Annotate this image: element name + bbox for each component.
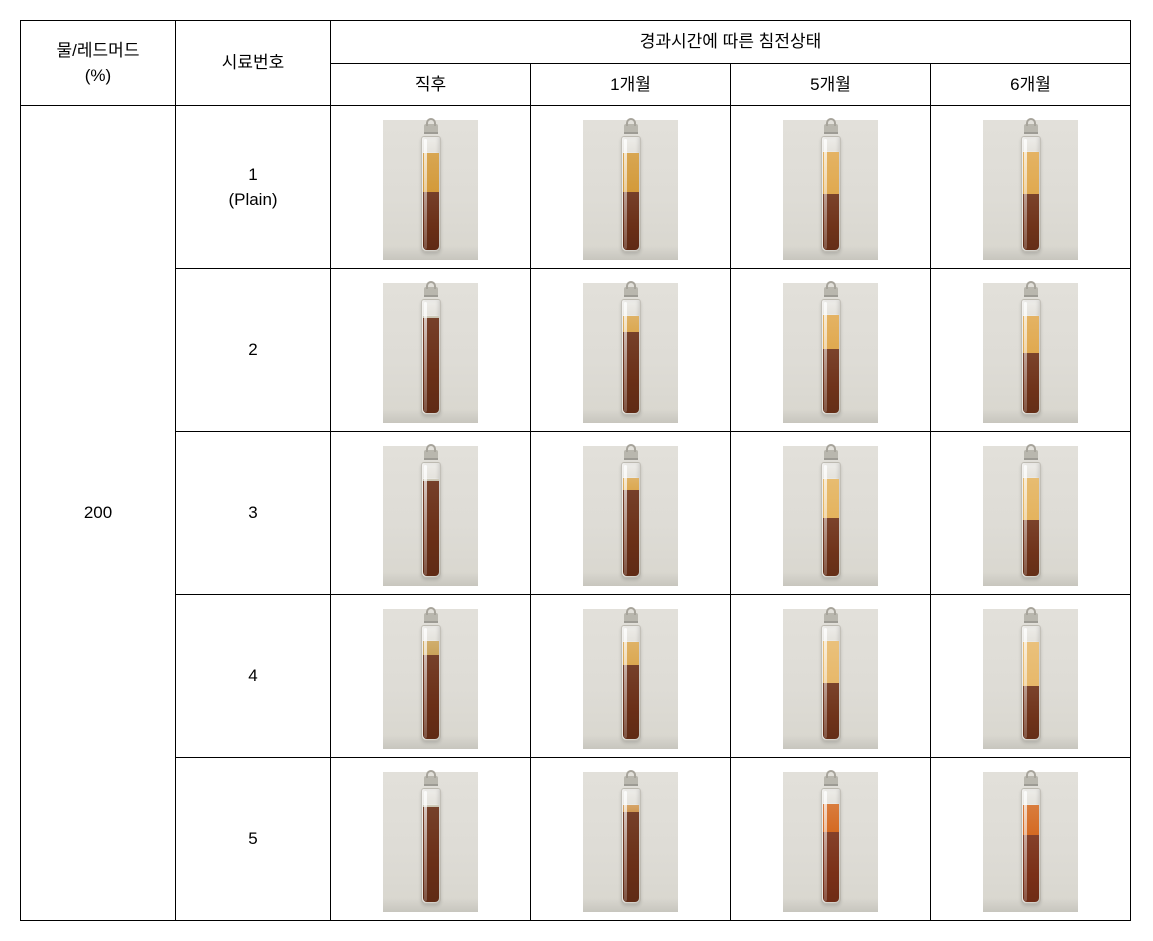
vial-cell	[331, 595, 531, 758]
vial-photo	[383, 283, 478, 423]
vial-cell	[731, 432, 931, 595]
vial-photo	[583, 772, 678, 912]
vial-photo	[383, 120, 478, 260]
table-row: 4	[21, 595, 1131, 758]
vial-cell	[731, 595, 931, 758]
sample-id-cell: 2	[176, 269, 331, 432]
sample-id-cell: 4	[176, 595, 331, 758]
vial-cell	[531, 758, 731, 921]
vial-cell	[931, 432, 1131, 595]
vial-photo	[783, 283, 878, 423]
vial-cell	[931, 269, 1131, 432]
vial-cell	[531, 106, 731, 269]
vial-cell	[331, 106, 531, 269]
vial-photo	[783, 446, 878, 586]
header-time-2: 5개월	[731, 63, 931, 106]
vial-photo	[583, 283, 678, 423]
vial-cell	[731, 106, 931, 269]
table-header: 물/레드머드(%) 시료번호 경과시간에 따른 침전상태 직후 1개월 5개월 …	[21, 21, 1131, 106]
sample-id-cell: 1(Plain)	[176, 106, 331, 269]
header-time-0: 직후	[331, 63, 531, 106]
header-ratio: 물/레드머드(%)	[21, 21, 176, 106]
header-time-1: 1개월	[531, 63, 731, 106]
ratio-cell: 200	[21, 106, 176, 921]
vial-photo	[383, 609, 478, 749]
sample-id-cell: 3	[176, 432, 331, 595]
table-row: 3	[21, 432, 1131, 595]
header-time-3: 6개월	[931, 63, 1131, 106]
table-row: 2	[21, 269, 1131, 432]
table-body: 2001(Plain)2345	[21, 106, 1131, 921]
vial-photo	[783, 120, 878, 260]
vial-cell	[531, 269, 731, 432]
vial-photo	[383, 446, 478, 586]
vial-cell	[931, 595, 1131, 758]
vial-cell	[331, 269, 531, 432]
vial-photo	[583, 446, 678, 586]
header-sample: 시료번호	[176, 21, 331, 106]
vial-cell	[731, 758, 931, 921]
vial-cell	[931, 106, 1131, 269]
vial-cell	[731, 269, 931, 432]
vial-photo	[983, 772, 1078, 912]
vial-cell	[331, 758, 531, 921]
table-row: 2001(Plain)	[21, 106, 1131, 269]
vial-cell	[531, 432, 731, 595]
header-time-group: 경과시간에 따른 침전상태	[331, 21, 1131, 64]
vial-photo	[583, 609, 678, 749]
sedimentation-table: 물/레드머드(%) 시료번호 경과시간에 따른 침전상태 직후 1개월 5개월 …	[20, 20, 1131, 921]
table-row: 5	[21, 758, 1131, 921]
vial-photo	[983, 283, 1078, 423]
vial-photo	[783, 609, 878, 749]
vial-photo	[983, 446, 1078, 586]
vial-photo	[783, 772, 878, 912]
vial-photo	[383, 772, 478, 912]
vial-cell	[331, 432, 531, 595]
vial-cell	[531, 595, 731, 758]
vial-photo	[983, 120, 1078, 260]
vial-photo	[583, 120, 678, 260]
sample-id-cell: 5	[176, 758, 331, 921]
vial-cell	[931, 758, 1131, 921]
vial-photo	[983, 609, 1078, 749]
